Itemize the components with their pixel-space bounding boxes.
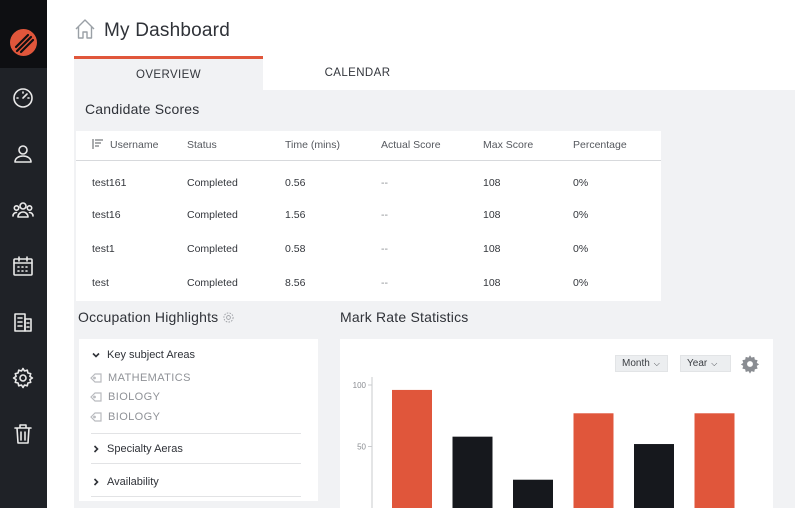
column-status[interactable]: Status	[187, 131, 285, 161]
cell-percentage: 0%	[573, 277, 589, 289]
tag-icon	[90, 412, 102, 422]
chart-bar[interactable]	[392, 389, 432, 508]
tag-item[interactable]: MATHEMATICS	[90, 372, 191, 384]
cell-percentage: 0%	[573, 243, 589, 255]
cell-time: 0.58	[285, 243, 306, 255]
cell-actual-score: --	[381, 243, 388, 255]
table-row[interactable]: test161 Completed 0.56 -- 108 0%	[76, 160, 661, 198]
chevron-down-icon: ⌵	[653, 358, 660, 368]
cell-max-score: 108	[483, 209, 501, 221]
cell-username: test161	[92, 177, 127, 190]
cell-max-score: 108	[483, 277, 501, 289]
cell-time: 1.56	[285, 209, 306, 221]
cell-time: 8.56	[285, 277, 306, 289]
cell-percentage: 0%	[573, 177, 589, 190]
chart-bar[interactable]	[513, 479, 553, 508]
divider	[91, 463, 301, 464]
table-row[interactable]: test16 Completed 1.56 -- 108 0%	[76, 198, 661, 232]
chart-bar[interactable]	[634, 444, 674, 508]
mark-rate-title: Mark Rate Statistics	[340, 309, 469, 325]
chevron-down-icon	[91, 350, 101, 360]
occupation-title-wrap: Occupation Highlights	[78, 309, 235, 325]
logo-icon[interactable]	[9, 28, 38, 57]
year-dropdown[interactable]: Year ⌵	[680, 355, 731, 372]
candidate-scores-table: Username Status Time (mins) Actual Score…	[76, 131, 661, 301]
sort-icon[interactable]	[92, 139, 104, 150]
tag-icon	[90, 392, 102, 402]
month-dropdown[interactable]: Month ⌵	[615, 355, 668, 372]
group-key-subject-areas[interactable]: Key subject Areas	[91, 349, 300, 361]
speedometer-icon[interactable]	[11, 86, 35, 110]
chart-bar[interactable]	[573, 413, 614, 508]
user-icon[interactable]	[11, 142, 35, 166]
tab-overview[interactable]: OVERVIEW	[74, 56, 263, 90]
cell-username: test	[92, 277, 109, 289]
occupation-panel: Key subject Areas MATHEMATICS BIOLOGY BI…	[79, 339, 318, 501]
cell-max-score: 108	[483, 177, 501, 190]
chart-settings-icon[interactable]	[740, 354, 760, 374]
logo-area	[0, 0, 47, 68]
group-availability[interactable]: Availability	[91, 476, 300, 488]
column-percentage[interactable]: Percentage	[573, 131, 661, 161]
calendar-icon[interactable]	[11, 254, 35, 278]
y-tick-label: 100	[353, 381, 367, 390]
chart-bar[interactable]	[694, 413, 735, 508]
cell-actual-score: --	[381, 277, 388, 289]
column-max-score[interactable]: Max Score	[483, 131, 573, 161]
chevron-right-icon	[91, 477, 101, 487]
mark-rate-panel: Month ⌵ Year ⌵ 100 50	[340, 339, 773, 508]
candidate-scores-title: Candidate Scores	[85, 101, 200, 117]
divider	[91, 496, 301, 497]
home-icon[interactable]	[74, 18, 96, 45]
cell-time: 0.56	[285, 177, 306, 190]
chevron-right-icon	[91, 444, 101, 454]
sidebar	[0, 0, 47, 508]
chevron-down-icon: ⌵	[711, 358, 718, 368]
column-time[interactable]: Time (mins)	[285, 131, 381, 161]
tab-calendar[interactable]: CALENDAR	[324, 67, 391, 79]
trash-icon[interactable]	[11, 422, 35, 446]
users-icon[interactable]	[11, 198, 35, 222]
cell-percentage: 0%	[573, 209, 589, 221]
column-actual-score[interactable]: Actual Score	[381, 131, 483, 161]
group-label: Availability	[107, 476, 159, 488]
page-header: My Dashboard	[74, 18, 230, 44]
bottom-gap	[47, 466, 74, 508]
y-tick-label: 50	[357, 443, 366, 452]
tag-item[interactable]: BIOLOGY	[90, 391, 160, 403]
occupation-title: Occupation Highlights	[78, 309, 219, 325]
gear-icon[interactable]	[11, 366, 35, 390]
tag-icon	[90, 373, 102, 383]
page-title: My Dashboard	[104, 20, 230, 41]
cell-actual-score: --	[381, 177, 388, 190]
tag-item[interactable]: BIOLOGY	[90, 411, 160, 423]
occupation-settings-icon[interactable]	[222, 311, 235, 324]
group-specialty-areas[interactable]: Specialty Aeras	[91, 443, 300, 455]
cell-username: test16	[92, 209, 121, 221]
building-icon[interactable]	[11, 310, 35, 334]
chart-bar[interactable]	[452, 436, 493, 508]
table-header-row: Username Status Time (mins) Actual Score…	[76, 131, 661, 161]
group-label: Key subject Areas	[107, 349, 196, 361]
column-username[interactable]: Username	[76, 131, 187, 161]
table-row[interactable]: test Completed 8.56 -- 108 0%	[76, 266, 661, 300]
table-row[interactable]: test1 Completed 0.58 -- 108 0%	[76, 232, 661, 266]
cell-status: Completed	[187, 277, 238, 289]
cell-max-score: 108	[483, 243, 501, 255]
bar-chart: 100 50	[353, 377, 735, 508]
cell-status: Completed	[187, 243, 238, 255]
tab-bar: OVERVIEW CALENDAR	[74, 56, 452, 90]
cell-actual-score: --	[381, 209, 388, 221]
divider	[91, 433, 301, 434]
cell-status: Completed	[187, 177, 238, 190]
cell-status: Completed	[187, 209, 238, 221]
cell-username: test1	[92, 243, 115, 255]
group-label: Specialty Aeras	[107, 443, 183, 455]
